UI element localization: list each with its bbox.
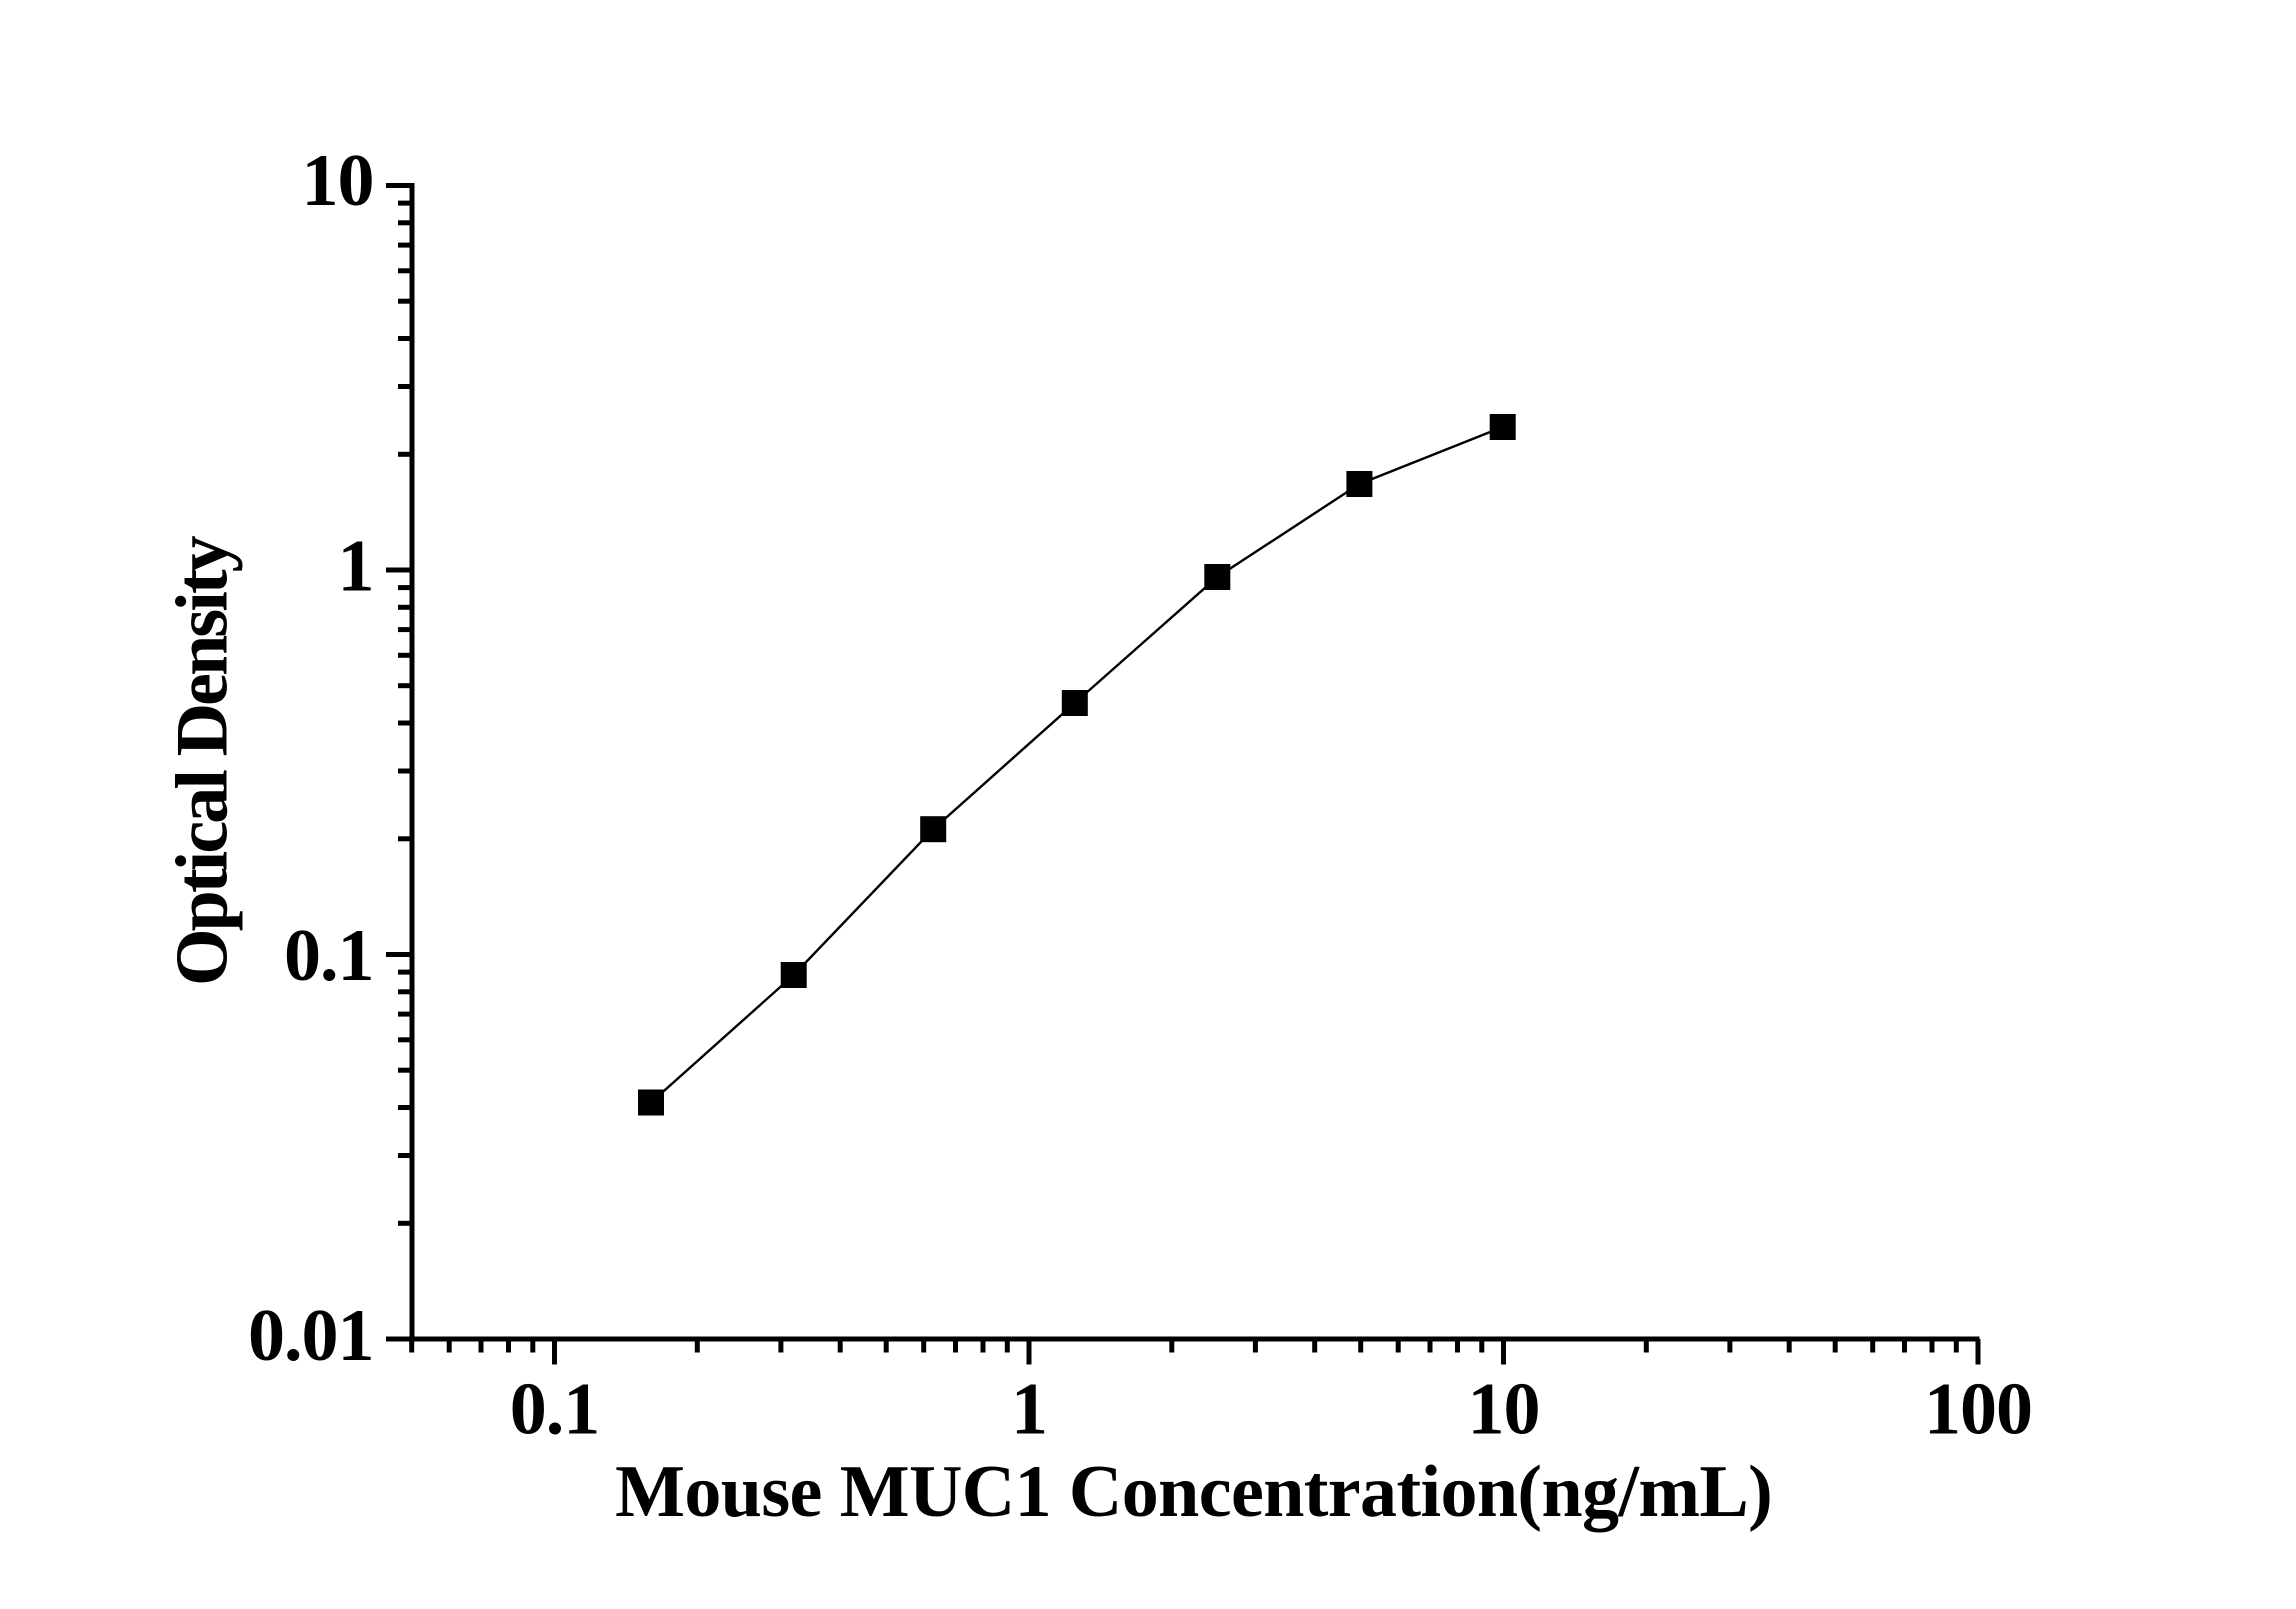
svg-text:Mouse MUC1 Concentration(ng/mL: Mouse MUC1 Concentration(ng/mL) [615,1451,1772,1533]
svg-text:0.01: 0.01 [248,1295,374,1377]
svg-text:1: 1 [1011,1369,1047,1451]
svg-text:10: 10 [1468,1369,1540,1451]
svg-text:100: 100 [1924,1369,2032,1451]
svg-text:Optical Density: Optical Density [162,535,244,986]
svg-text:0.1: 0.1 [510,1369,600,1451]
svg-text:10: 10 [302,140,374,222]
svg-text:1: 1 [338,526,374,608]
svg-text:0.1: 0.1 [284,915,374,997]
